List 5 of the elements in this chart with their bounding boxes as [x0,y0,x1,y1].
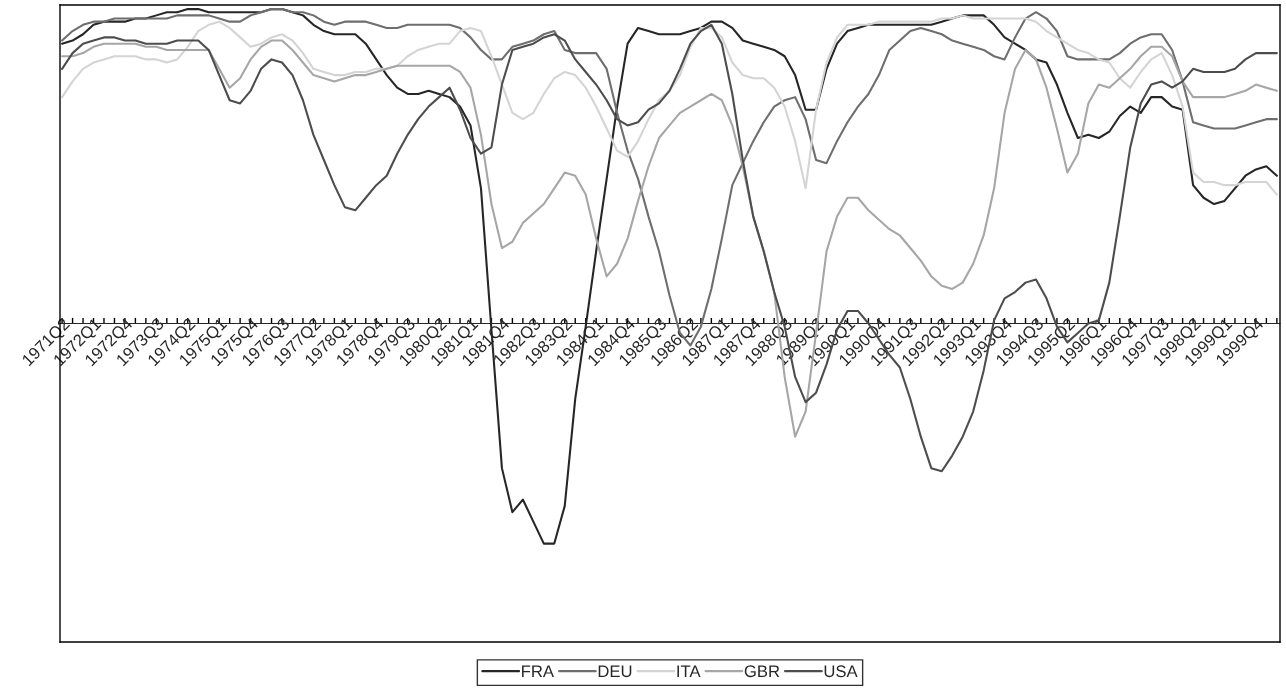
legend-label: DEU [598,665,632,678]
legend-label: GBR [744,665,780,678]
legend-label: FRA [522,665,554,677]
legend-label: ITA [677,665,701,677]
legend-label: USA [824,665,858,678]
